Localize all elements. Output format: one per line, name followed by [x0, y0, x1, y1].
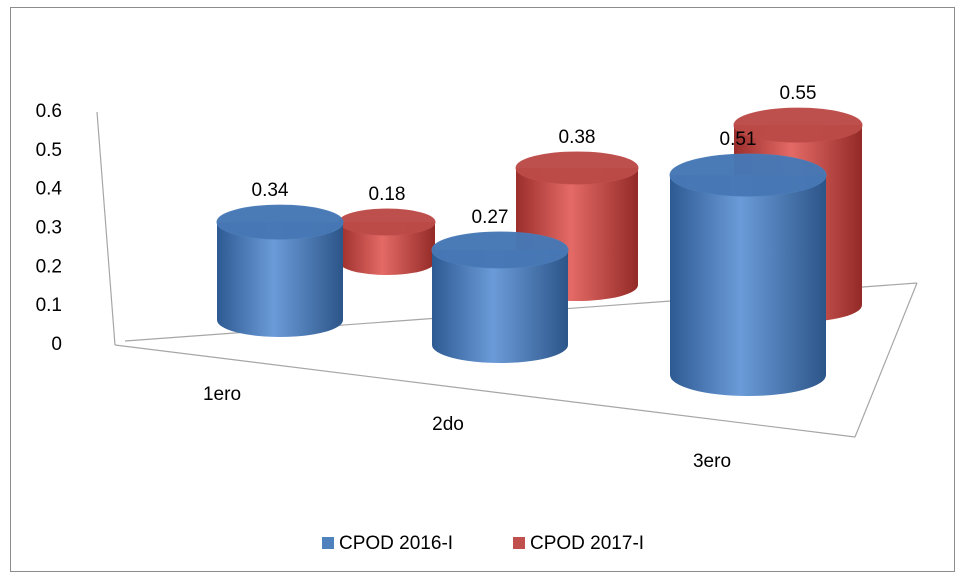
y-tick-label: 0.1 — [36, 295, 62, 316]
data-label: 0.55 — [780, 83, 817, 104]
y-tick-label: 0.4 — [36, 179, 63, 200]
x-tick-label: 1ero — [203, 384, 241, 405]
legend: CPOD 2016-I CPOD 2017-I — [322, 533, 644, 554]
y-tick-label: 0.5 — [36, 140, 62, 161]
cylinder-side — [432, 249, 568, 363]
data-label: 0.38 — [559, 127, 596, 148]
cylinder-top-shade — [432, 231, 568, 268]
data-label: 0.51 — [720, 129, 757, 150]
bar — [431, 231, 569, 363]
legend-swatch — [513, 537, 525, 549]
data-label: 0.34 — [252, 180, 289, 201]
y-tick-label: 0.2 — [36, 256, 62, 277]
legend-label: CPOD 2017-I — [530, 533, 644, 554]
x-tick-label: 2do — [432, 414, 464, 435]
y-tick-label: 0 — [51, 334, 62, 355]
cylinder-top-shade — [339, 209, 435, 236]
data-label: 0.18 — [369, 184, 406, 205]
cylinder-top-shade — [217, 205, 343, 240]
data-label: 0.27 — [472, 207, 509, 228]
bar — [338, 208, 436, 275]
cylinder-side — [670, 175, 826, 396]
cylinder-top-shade — [516, 151, 638, 184]
plot: 0.18 0.38 0.55 0.34 0.27 0.51 — [216, 83, 863, 396]
x-tick-label: 3ero — [693, 451, 731, 472]
bar — [669, 153, 827, 396]
bar — [216, 204, 344, 337]
y-tick-label: 0.3 — [36, 218, 62, 239]
cylinder-top-shade — [734, 108, 862, 143]
legend-swatch — [322, 537, 334, 549]
cylinder-top-shade — [670, 154, 826, 197]
legend-label: CPOD 2016-I — [339, 533, 453, 554]
cylinder-side — [339, 222, 435, 275]
y-tick-label: 0.6 — [36, 101, 62, 122]
cylinder-side — [217, 222, 343, 337]
